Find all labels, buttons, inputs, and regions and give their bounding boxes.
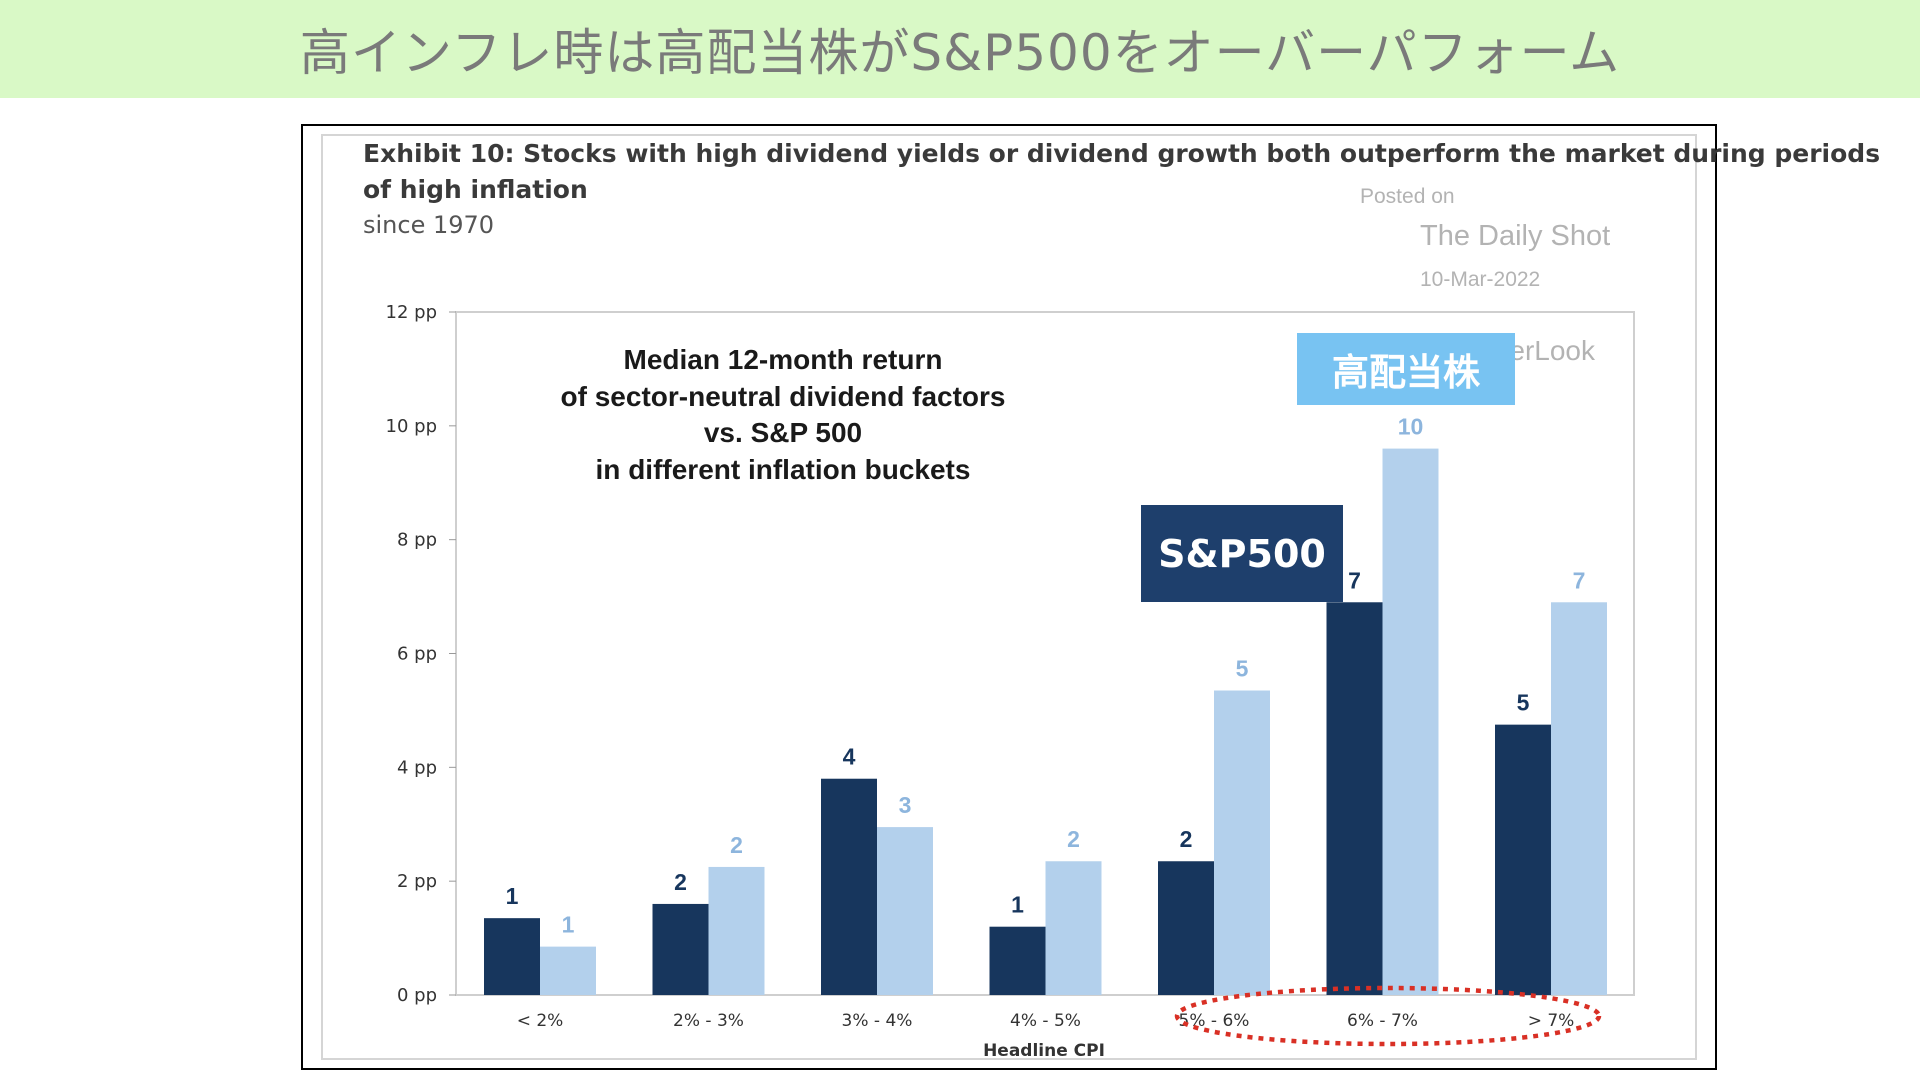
exhibit-title-line1: Exhibit 10: Stocks with high dividend yi… <box>363 139 1880 168</box>
y-tick-label: 2 pp <box>397 871 437 892</box>
x-tick-label: 6% - 7% <box>1347 1011 1418 1031</box>
bar-series2 <box>877 827 933 995</box>
chart-inner-title-3: vs. S&P 500 <box>704 417 862 448</box>
x-tick-label: 2% - 3% <box>673 1011 744 1031</box>
y-tick-label: 6 pp <box>397 644 437 665</box>
title-banner: 高インフレ時は高配当株がS&P500をオーバーパフォーム <box>0 0 1920 98</box>
data-label: 1 <box>506 883 519 909</box>
y-tick-label: 12 pp <box>386 302 437 323</box>
chart-inner-title-1: Median 12-month return <box>624 344 943 375</box>
watermark-posted-on: Posted on <box>1360 185 1455 208</box>
bar-series2 <box>540 946 596 995</box>
x-tick-label: > 7% <box>1528 1011 1575 1031</box>
watermark-date: 10-Mar-2022 <box>1420 268 1540 291</box>
data-labels-group: 1 1 2 2 4 3 1 2 2 5 7 10 5 7 <box>506 414 1586 938</box>
x-tick-label: < 2% <box>517 1011 564 1031</box>
bar-series2 <box>1382 448 1439 996</box>
banner-title: 高インフレ時は高配当株がS&P500をオーバーパフォーム <box>299 24 1621 82</box>
bar-series2 <box>1214 690 1270 995</box>
bar-series1 <box>989 926 1046 995</box>
high-dividend-tag: 高配当株 <box>1297 333 1515 405</box>
bar-series1 <box>1495 724 1551 995</box>
bar-series1 <box>652 903 709 995</box>
plot-area <box>455 311 1635 996</box>
exhibit-subtitle: since 1970 <box>363 211 494 239</box>
data-label: 2 <box>674 869 687 895</box>
bar-series2 <box>1045 861 1102 995</box>
y-tick-label: 4 pp <box>397 757 437 778</box>
watermark-source: The Daily Shot <box>1420 220 1610 252</box>
watermark-fragment: erLook <box>1509 335 1596 366</box>
sp500-tag: S&P500 <box>1141 505 1343 602</box>
bar-series1 <box>1326 602 1383 995</box>
data-label: 2 <box>1067 826 1080 852</box>
data-label: 10 <box>1398 414 1424 440</box>
bar-series1 <box>484 918 540 995</box>
x-tick-label: 5% - 6% <box>1179 1011 1250 1031</box>
x-tick-label: 4% - 5% <box>1010 1011 1081 1031</box>
data-label: 3 <box>899 792 912 818</box>
y-tick-label: 8 pp <box>397 530 437 551</box>
bars-group <box>484 448 1607 996</box>
data-label: 5 <box>1517 690 1530 716</box>
y-axis: 0 pp 2 pp 4 pp 6 pp 8 pp 10 pp 12 pp <box>386 302 456 1006</box>
chart-inner-title-4: in different inflation buckets <box>596 454 971 485</box>
bar-series1 <box>821 778 877 995</box>
chart-inner-title-2: of sector-neutral dividend factors <box>561 381 1006 412</box>
data-label: 2 <box>1180 826 1193 852</box>
data-label: 7 <box>1348 567 1361 593</box>
bar-series1 <box>1158 861 1214 995</box>
y-tick-label: 0 pp <box>397 985 437 1006</box>
y-tick-label: 10 pp <box>386 416 437 437</box>
x-axis: < 2% 2% - 3% 3% - 4% 4% - 5% 5% - 6% 6% - 7% >… <box>517 1011 1575 1031</box>
x-tick-label: 3% - 4% <box>842 1011 913 1031</box>
data-label: 1 <box>1011 892 1024 918</box>
highlight-ellipse <box>1174 985 1602 1047</box>
data-label: 5 <box>1236 655 1249 681</box>
data-label: 2 <box>730 832 743 858</box>
exhibit-title-line2: of high inflation <box>363 175 588 204</box>
exhibit-inner-frame <box>321 134 1697 1060</box>
data-label: 7 <box>1573 567 1586 593</box>
data-label: 4 <box>843 744 856 770</box>
exhibit-frame <box>301 124 1717 1070</box>
bar-series2 <box>708 866 765 995</box>
x-axis-label: Headline CPI <box>983 1041 1105 1061</box>
bar-series2 <box>1551 602 1607 995</box>
data-label: 1 <box>562 912 575 938</box>
